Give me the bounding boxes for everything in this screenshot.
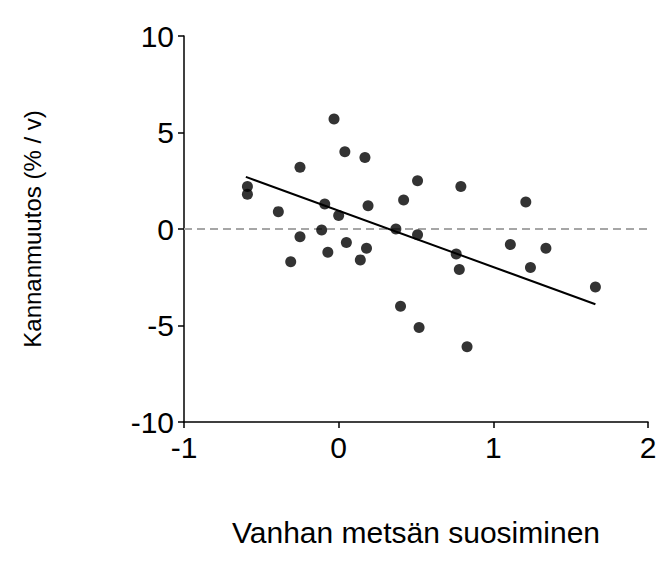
svg-text:-10: -10: [131, 406, 174, 439]
svg-text:2: 2: [640, 431, 657, 464]
svg-text:Kannanmuutos (% / v): Kannanmuutos (% / v): [19, 110, 46, 347]
svg-text:Vanhan metsän suosiminen: Vanhan metsän suosiminen: [232, 516, 600, 549]
svg-text:5: 5: [157, 116, 174, 149]
svg-text:-1: -1: [171, 431, 198, 464]
svg-text:1: 1: [485, 431, 502, 464]
svg-text:0: 0: [330, 431, 347, 464]
svg-text:-5: -5: [147, 309, 174, 342]
svg-text:0: 0: [157, 213, 174, 246]
svg-text:10: 10: [141, 20, 174, 53]
